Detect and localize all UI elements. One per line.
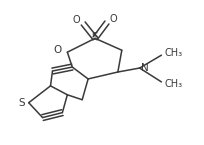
Text: CH₃: CH₃ (164, 79, 182, 89)
Text: O: O (72, 14, 80, 25)
Text: N: N (140, 63, 148, 73)
Text: S: S (18, 98, 25, 108)
Text: O: O (53, 45, 61, 55)
Text: O: O (109, 13, 117, 23)
Text: S: S (91, 32, 98, 42)
Text: CH₃: CH₃ (164, 48, 182, 58)
